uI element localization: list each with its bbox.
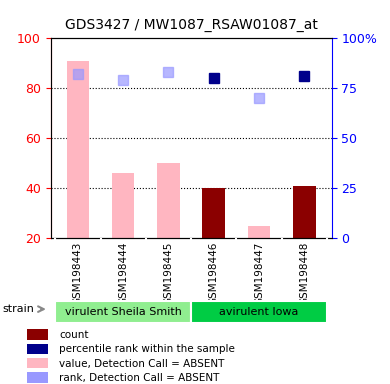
Bar <box>202 188 225 238</box>
Text: value, Detection Call = ABSENT: value, Detection Call = ABSENT <box>59 359 224 369</box>
Text: GSM198443: GSM198443 <box>73 241 83 305</box>
Bar <box>248 226 270 238</box>
Text: GSM198444: GSM198444 <box>118 241 128 305</box>
Text: GSM198447: GSM198447 <box>254 241 264 305</box>
FancyBboxPatch shape <box>191 301 327 323</box>
Text: virulent Sheila Smith: virulent Sheila Smith <box>65 307 182 317</box>
Text: GSM198448: GSM198448 <box>300 241 309 305</box>
Bar <box>293 186 316 238</box>
Bar <box>27 358 48 369</box>
Bar <box>157 163 180 238</box>
Text: percentile rank within the sample: percentile rank within the sample <box>59 344 235 354</box>
Bar <box>27 372 48 383</box>
Text: GDS3427 / MW1087_RSAW01087_at: GDS3427 / MW1087_RSAW01087_at <box>65 18 317 32</box>
Bar <box>27 344 48 354</box>
Text: GSM198445: GSM198445 <box>163 241 174 305</box>
Text: avirulent Iowa: avirulent Iowa <box>219 307 299 317</box>
Bar <box>67 61 89 238</box>
Text: strain: strain <box>2 304 34 314</box>
Text: count: count <box>59 330 89 340</box>
Bar <box>27 329 48 340</box>
Text: rank, Detection Call = ABSENT: rank, Detection Call = ABSENT <box>59 373 219 383</box>
FancyBboxPatch shape <box>55 301 191 323</box>
Text: GSM198446: GSM198446 <box>209 241 219 305</box>
Bar <box>112 173 135 238</box>
